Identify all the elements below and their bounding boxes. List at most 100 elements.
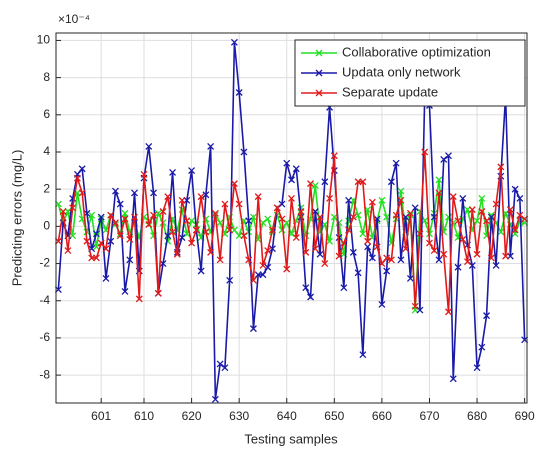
marker bbox=[150, 211, 157, 219]
marker bbox=[435, 176, 443, 184]
marker bbox=[207, 142, 215, 150]
marker bbox=[107, 237, 115, 245]
marker bbox=[316, 250, 324, 258]
marker bbox=[164, 193, 172, 201]
marker bbox=[497, 163, 505, 171]
marker bbox=[249, 276, 257, 284]
marker bbox=[311, 245, 319, 253]
y-tick-label: -8 bbox=[39, 367, 50, 381]
marker bbox=[406, 209, 414, 217]
y-tick-label: 2 bbox=[43, 181, 50, 195]
marker bbox=[335, 252, 343, 260]
marker bbox=[97, 213, 105, 221]
marker bbox=[426, 239, 433, 247]
marker bbox=[307, 293, 314, 301]
marker bbox=[349, 213, 357, 221]
legend-label: Collaborative optimization bbox=[342, 44, 491, 59]
marker bbox=[435, 189, 443, 197]
legend-label: Updata only network bbox=[342, 64, 461, 79]
legend-marker bbox=[315, 89, 323, 97]
marker bbox=[345, 226, 353, 234]
y-tick-label: -2 bbox=[39, 256, 50, 270]
marker bbox=[83, 237, 91, 245]
marker bbox=[483, 312, 491, 320]
marker bbox=[445, 308, 452, 316]
marker bbox=[88, 211, 96, 219]
marker bbox=[473, 250, 481, 258]
marker bbox=[131, 213, 138, 221]
marker bbox=[378, 300, 386, 308]
y-tick-label: 0 bbox=[43, 219, 50, 233]
marker bbox=[459, 195, 467, 202]
marker bbox=[92, 230, 100, 238]
marker bbox=[340, 284, 348, 292]
marker bbox=[221, 364, 229, 372]
x-tick-label: 670 bbox=[419, 409, 439, 423]
marker bbox=[269, 226, 276, 234]
marker bbox=[211, 395, 219, 403]
marker bbox=[112, 187, 119, 195]
marker bbox=[202, 191, 210, 199]
x-tick-label: 630 bbox=[229, 409, 249, 423]
marker bbox=[292, 234, 300, 241]
y-tick-label: -6 bbox=[39, 330, 50, 344]
marker bbox=[440, 250, 448, 258]
y-tick-label: -4 bbox=[39, 293, 50, 307]
marker bbox=[311, 182, 319, 189]
marker bbox=[354, 211, 362, 219]
marker bbox=[387, 178, 395, 186]
marker bbox=[359, 230, 367, 238]
marker bbox=[92, 243, 100, 251]
marker bbox=[107, 211, 115, 219]
marker bbox=[454, 263, 462, 271]
marker bbox=[473, 364, 481, 372]
marker bbox=[230, 180, 238, 188]
marker bbox=[459, 235, 467, 243]
marker bbox=[326, 237, 334, 245]
marker bbox=[64, 247, 72, 254]
marker bbox=[183, 217, 191, 225]
marker bbox=[487, 254, 495, 262]
marker bbox=[269, 245, 276, 253]
marker bbox=[468, 261, 476, 269]
marker bbox=[264, 215, 272, 223]
marker bbox=[307, 180, 314, 188]
marker bbox=[402, 213, 410, 221]
marker bbox=[245, 217, 253, 225]
marker bbox=[430, 247, 438, 254]
marker bbox=[264, 247, 272, 254]
legend-marker bbox=[315, 49, 323, 57]
legend-marker bbox=[315, 69, 323, 77]
marker bbox=[92, 254, 100, 262]
marker bbox=[192, 226, 200, 234]
marker bbox=[288, 176, 295, 184]
y-tick-label: 10 bbox=[37, 33, 51, 47]
marker bbox=[302, 248, 310, 256]
marker bbox=[254, 193, 262, 201]
marker bbox=[169, 168, 177, 176]
marker bbox=[321, 178, 329, 186]
marker bbox=[297, 208, 305, 215]
marker bbox=[59, 208, 67, 215]
marker bbox=[121, 209, 129, 217]
marker bbox=[292, 165, 300, 173]
x-tick-label: 660 bbox=[372, 409, 392, 423]
marker bbox=[449, 375, 457, 383]
marker bbox=[454, 217, 462, 225]
marker bbox=[173, 250, 181, 258]
marker bbox=[392, 159, 400, 167]
marker bbox=[164, 232, 172, 240]
marker bbox=[478, 195, 486, 202]
marker bbox=[169, 228, 177, 236]
marker bbox=[402, 245, 410, 253]
marker bbox=[197, 267, 205, 275]
marker bbox=[421, 148, 429, 156]
marker bbox=[473, 217, 481, 225]
marker bbox=[516, 195, 524, 202]
marker bbox=[321, 260, 329, 268]
marker bbox=[73, 174, 81, 182]
marker bbox=[202, 228, 210, 236]
marker bbox=[188, 239, 196, 247]
marker bbox=[392, 211, 400, 219]
marker bbox=[487, 213, 495, 221]
